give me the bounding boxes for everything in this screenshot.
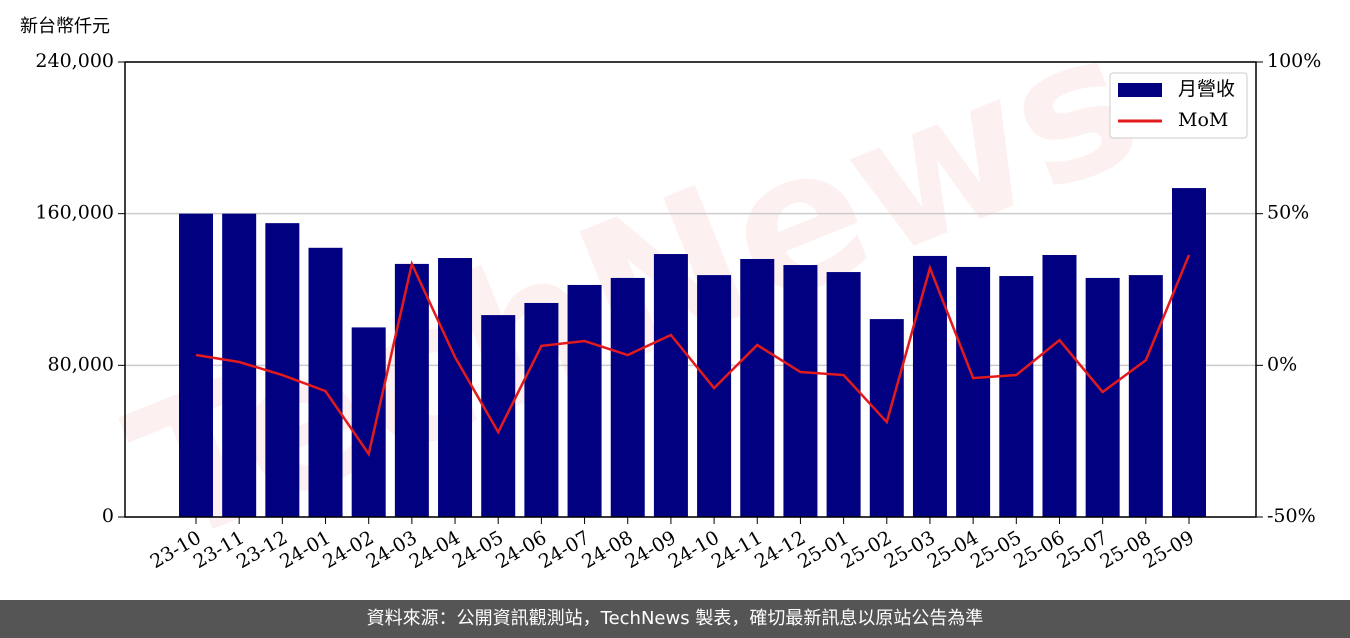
bar [653, 254, 688, 517]
bar [265, 223, 300, 518]
bar [783, 265, 818, 517]
bar [351, 327, 386, 517]
bar [524, 302, 559, 517]
bar [697, 275, 732, 517]
bar [308, 247, 343, 517]
y-tick-label: 0 [102, 505, 114, 527]
bar [481, 315, 516, 517]
bar [1128, 275, 1163, 517]
y-tick-label: 240,000 [35, 50, 114, 72]
y2-tick-label: 0% [1267, 353, 1297, 375]
y2-tick-label: 50% [1267, 202, 1309, 224]
bar [1085, 277, 1120, 517]
bar [1172, 188, 1206, 517]
y2-tick-label: -50% [1267, 505, 1316, 527]
legend-label: MoM [1178, 109, 1228, 131]
x-tick-label: 25-09 [1140, 527, 1198, 573]
bar [394, 263, 429, 517]
y-tick-label: 80,000 [48, 353, 114, 375]
bar [438, 258, 473, 517]
bar [999, 276, 1034, 517]
bar [610, 277, 645, 517]
bar [1042, 254, 1077, 517]
bar [740, 258, 775, 517]
y-axis-label: 新台幣仟元 [20, 16, 110, 37]
legend-label: 月營收 [1178, 78, 1235, 100]
bar [567, 284, 602, 517]
bar [179, 213, 213, 517]
chart: 新台幣仟元 TechNews 080,000160,000240,000-50%… [20, 0, 1321, 588]
legend-swatch [1118, 83, 1162, 97]
footer: 資料來源：公開資訊觀測站，TechNews 製表，確切最新訊息以原站公告為準 [0, 600, 1350, 638]
plot-frame [124, 61, 1257, 518]
bar [956, 266, 991, 517]
line [195, 254, 1191, 457]
y2-tick-label: 100% [1267, 50, 1321, 72]
bar [826, 272, 861, 517]
y-tick-label: 160,000 [35, 202, 114, 224]
